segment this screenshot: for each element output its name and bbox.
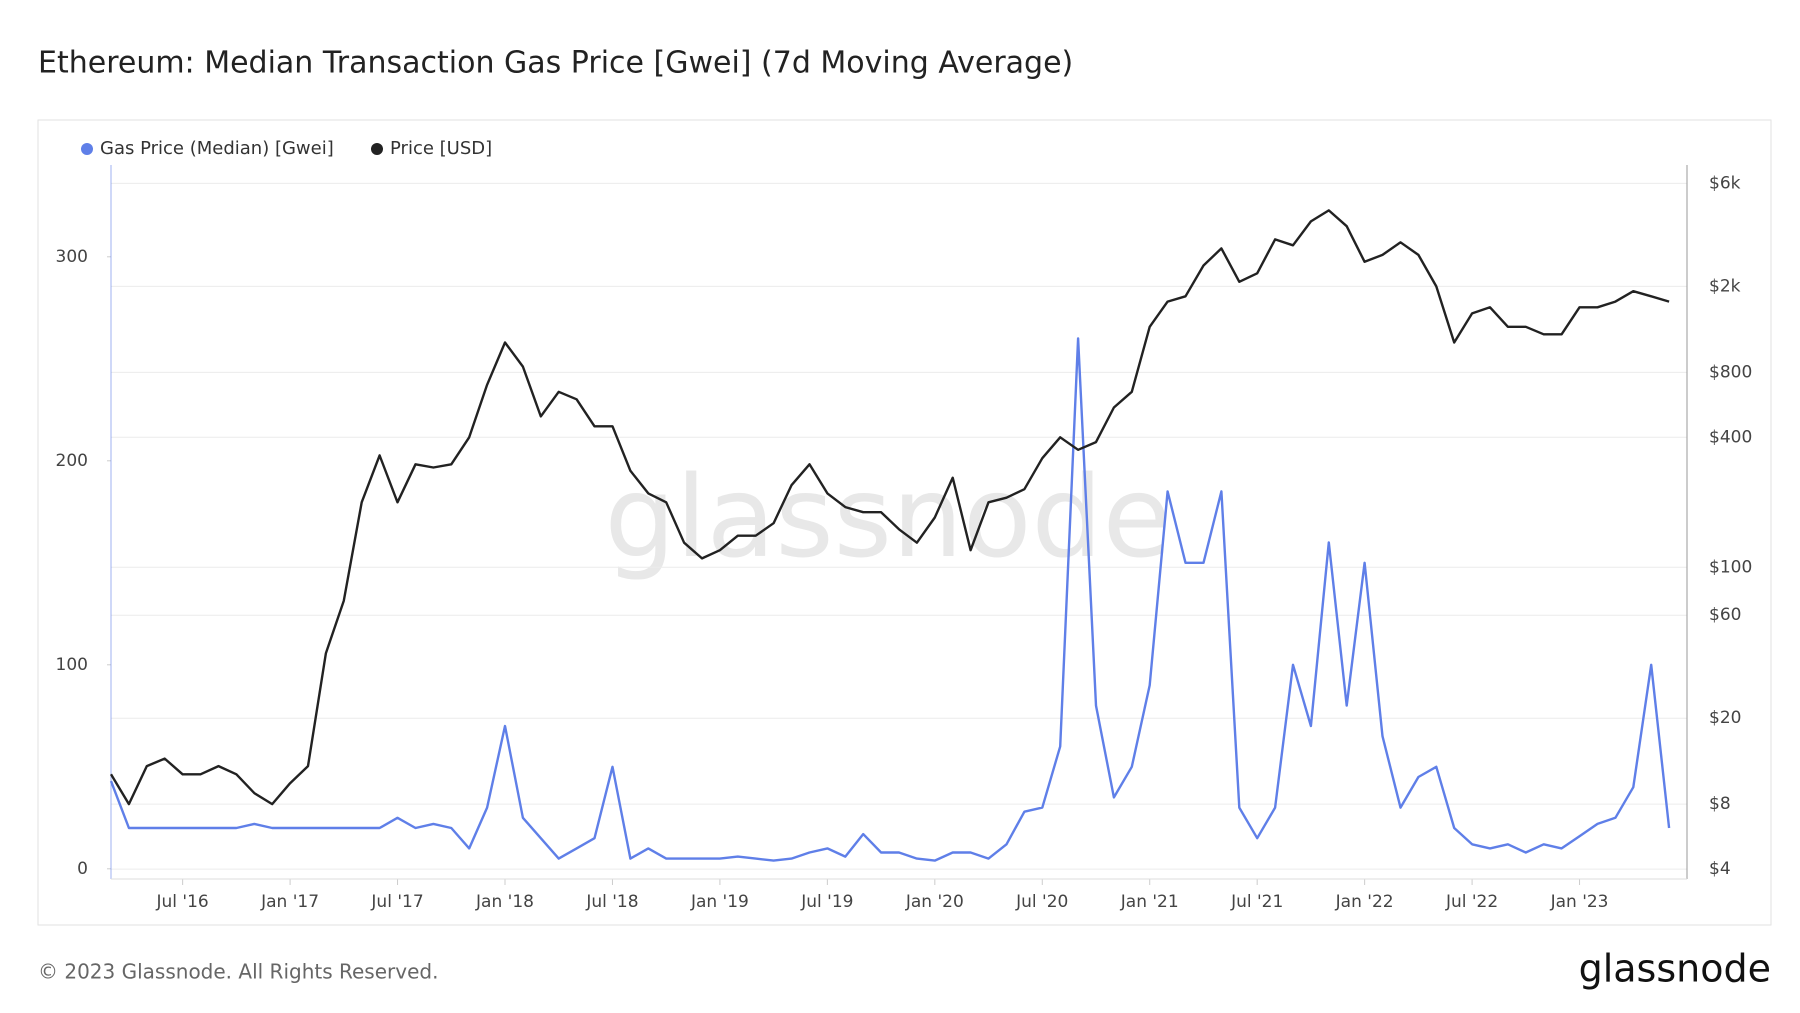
chart-frame bbox=[37, 119, 1772, 926]
legend-label: Gas Price (Median) [Gwei] bbox=[100, 138, 334, 159]
x-tick-label: Jan '19 bbox=[690, 892, 749, 912]
legend-label: Price [USD] bbox=[390, 138, 492, 159]
y-tick-label: 200 bbox=[56, 451, 88, 471]
footer: © 2023 Glassnode. All Rights Reserved. bbox=[38, 960, 438, 984]
x-tick-label: Jul '20 bbox=[1015, 892, 1068, 912]
legend-marker bbox=[81, 143, 93, 155]
y2-tick-label: $60 bbox=[1709, 605, 1741, 625]
x-tick-label: Jan '21 bbox=[1120, 892, 1179, 912]
series-line bbox=[109, 337, 1671, 862]
chart-title: Ethereum: Median Transaction Gas Price [… bbox=[38, 46, 1073, 81]
x-tick-label: Jul '17 bbox=[370, 892, 423, 912]
y-tick-label: 0 bbox=[77, 859, 88, 879]
x-tick-label: Jul '21 bbox=[1230, 892, 1283, 912]
y2-tick-label: $800 bbox=[1709, 362, 1752, 382]
x-tick-label: Jul '18 bbox=[585, 892, 638, 912]
brand-logo: glassnode bbox=[1579, 947, 1771, 991]
y-tick-label: 300 bbox=[56, 247, 88, 267]
y2-tick-label: $4 bbox=[1709, 859, 1731, 879]
x-tick-label: Jul '16 bbox=[156, 892, 209, 912]
x-tick-label: Jan '20 bbox=[905, 892, 964, 912]
series-line bbox=[109, 209, 1670, 806]
x-tick-label: Jul '22 bbox=[1445, 892, 1498, 912]
x-tick-label: Jan '22 bbox=[1335, 892, 1394, 912]
y2-tick-label: $20 bbox=[1709, 708, 1741, 728]
y2-tick-label: $8 bbox=[1709, 794, 1731, 814]
legend-marker bbox=[371, 143, 383, 155]
y2-tick-label: $2k bbox=[1709, 276, 1741, 296]
x-tick-label: Jan '18 bbox=[475, 892, 534, 912]
y2-tick-label: $100 bbox=[1709, 557, 1752, 577]
y2-tick-label: $6k bbox=[1709, 173, 1741, 193]
x-tick-label: Jan '23 bbox=[1550, 892, 1609, 912]
y-tick-label: 100 bbox=[56, 655, 88, 675]
y2-tick-label: $400 bbox=[1709, 427, 1752, 447]
x-tick-label: Jan '17 bbox=[260, 892, 319, 912]
x-tick-label: Jul '19 bbox=[800, 892, 853, 912]
